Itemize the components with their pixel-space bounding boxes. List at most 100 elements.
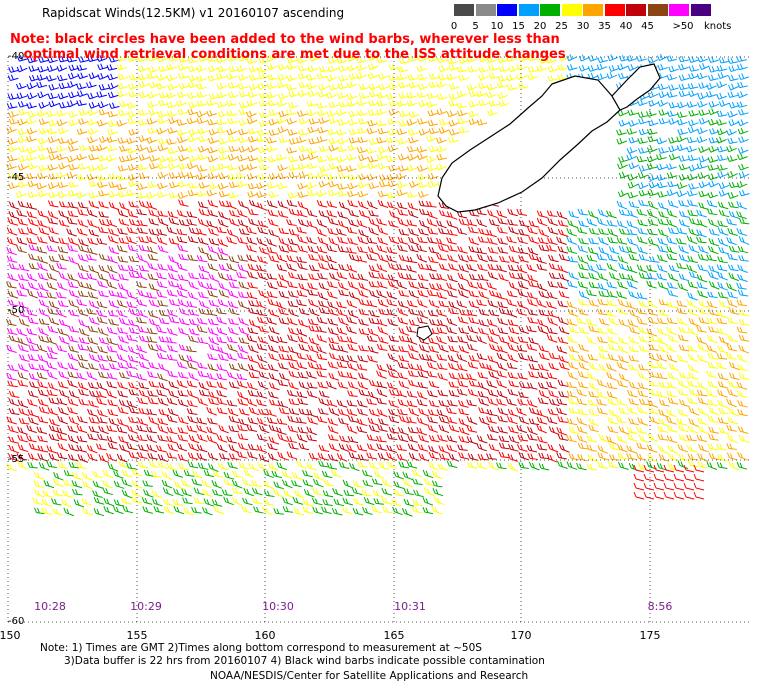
wind-barb bbox=[588, 237, 599, 245]
wind-barb bbox=[686, 101, 698, 108]
wind-barb bbox=[92, 470, 103, 478]
wind-barb bbox=[277, 451, 288, 461]
wind-barb bbox=[717, 164, 728, 171]
wind-barb bbox=[238, 418, 249, 426]
wind-barb bbox=[478, 397, 489, 406]
wind-barb bbox=[46, 128, 58, 135]
wind-barb bbox=[381, 479, 393, 488]
wind-barb bbox=[326, 254, 337, 264]
wind-barb bbox=[76, 227, 88, 236]
wind-barb bbox=[446, 57, 458, 64]
wind-barb bbox=[707, 443, 719, 451]
wind-barb bbox=[347, 64, 358, 72]
wind-barb bbox=[216, 316, 227, 325]
wind-barb bbox=[526, 263, 537, 272]
wind-barb bbox=[56, 119, 68, 127]
wind-barb bbox=[397, 137, 408, 145]
wind-barb bbox=[217, 346, 228, 355]
wind-barb bbox=[27, 289, 38, 299]
wind-barb bbox=[146, 327, 158, 335]
wind-barb bbox=[26, 135, 37, 143]
wind-barb bbox=[327, 280, 338, 289]
wind-barb bbox=[356, 99, 368, 107]
wind-barb bbox=[246, 424, 258, 432]
wind-barb bbox=[687, 353, 699, 363]
wind-barb bbox=[496, 389, 508, 399]
wind-barb bbox=[667, 199, 679, 208]
wind-barb bbox=[457, 272, 469, 282]
wind-barb bbox=[527, 426, 538, 436]
wind-barb bbox=[157, 117, 169, 125]
wind-barb bbox=[18, 108, 30, 116]
wind-barb bbox=[706, 91, 717, 98]
wind-barb bbox=[296, 433, 308, 443]
wind-barb bbox=[26, 424, 37, 434]
wind-barb bbox=[487, 271, 499, 280]
wind-barb bbox=[678, 434, 690, 442]
wind-barb bbox=[636, 426, 647, 434]
wind-barb bbox=[246, 226, 257, 235]
wind-barb bbox=[488, 218, 500, 227]
wind-barb bbox=[596, 218, 608, 227]
wind-barb bbox=[196, 255, 208, 263]
wind-barb bbox=[106, 345, 118, 353]
wind-barb bbox=[196, 173, 208, 181]
wind-barb bbox=[666, 343, 677, 353]
wind-barb bbox=[158, 336, 170, 343]
wind-barb bbox=[717, 281, 728, 291]
wind-barb bbox=[166, 462, 178, 471]
wind-barb bbox=[277, 81, 288, 89]
wind-barb bbox=[726, 352, 737, 360]
wind-barb bbox=[277, 63, 289, 71]
wind-barb bbox=[38, 335, 49, 343]
wind-barb bbox=[708, 145, 719, 153]
wind-barb bbox=[7, 138, 19, 145]
wind-barb bbox=[707, 164, 718, 171]
wind-barb bbox=[378, 418, 389, 426]
wind-barb bbox=[126, 235, 137, 245]
wind-barb bbox=[337, 370, 349, 378]
wind-barb bbox=[82, 480, 93, 490]
wind-barb bbox=[608, 343, 619, 352]
wind-barb bbox=[497, 246, 509, 254]
wind-barb bbox=[246, 451, 258, 460]
wind-barb bbox=[376, 435, 387, 443]
wind-barb bbox=[46, 74, 57, 82]
wind-barb bbox=[416, 165, 428, 172]
wind-barb bbox=[658, 345, 670, 354]
wind-barb bbox=[278, 237, 290, 246]
wind-barb bbox=[417, 118, 428, 125]
wind-barb bbox=[576, 434, 588, 443]
wind-barb bbox=[187, 92, 198, 100]
wind-barb bbox=[476, 282, 488, 291]
wind-barb bbox=[276, 336, 288, 344]
wind-barb bbox=[326, 91, 337, 99]
wind-barb bbox=[223, 496, 234, 506]
wind-barb bbox=[278, 245, 290, 253]
wind-barb bbox=[597, 56, 608, 64]
wind-barb bbox=[428, 246, 440, 254]
wind-barb bbox=[207, 209, 218, 218]
wind-barb bbox=[141, 497, 153, 505]
wind-barb bbox=[166, 101, 178, 109]
wind-barb bbox=[136, 344, 147, 354]
wind-barb bbox=[386, 291, 398, 300]
wind-barb bbox=[608, 442, 620, 451]
wind-barb bbox=[391, 498, 402, 507]
wind-barb bbox=[318, 145, 330, 153]
wind-barb bbox=[17, 426, 28, 435]
wind-barb bbox=[286, 254, 298, 263]
wind-barb bbox=[437, 244, 449, 253]
wind-barb bbox=[87, 237, 98, 245]
wind-barb bbox=[536, 409, 548, 418]
wind-barb bbox=[316, 316, 328, 324]
wind-barb bbox=[606, 391, 618, 399]
wind-barb bbox=[736, 390, 748, 398]
wind-barb bbox=[457, 117, 469, 125]
wind-barb bbox=[148, 460, 160, 469]
wind-barb bbox=[667, 282, 678, 289]
wind-barb bbox=[266, 82, 278, 90]
wind-barb bbox=[327, 189, 339, 197]
wind-barb bbox=[32, 497, 43, 505]
wind-barb bbox=[37, 137, 49, 145]
